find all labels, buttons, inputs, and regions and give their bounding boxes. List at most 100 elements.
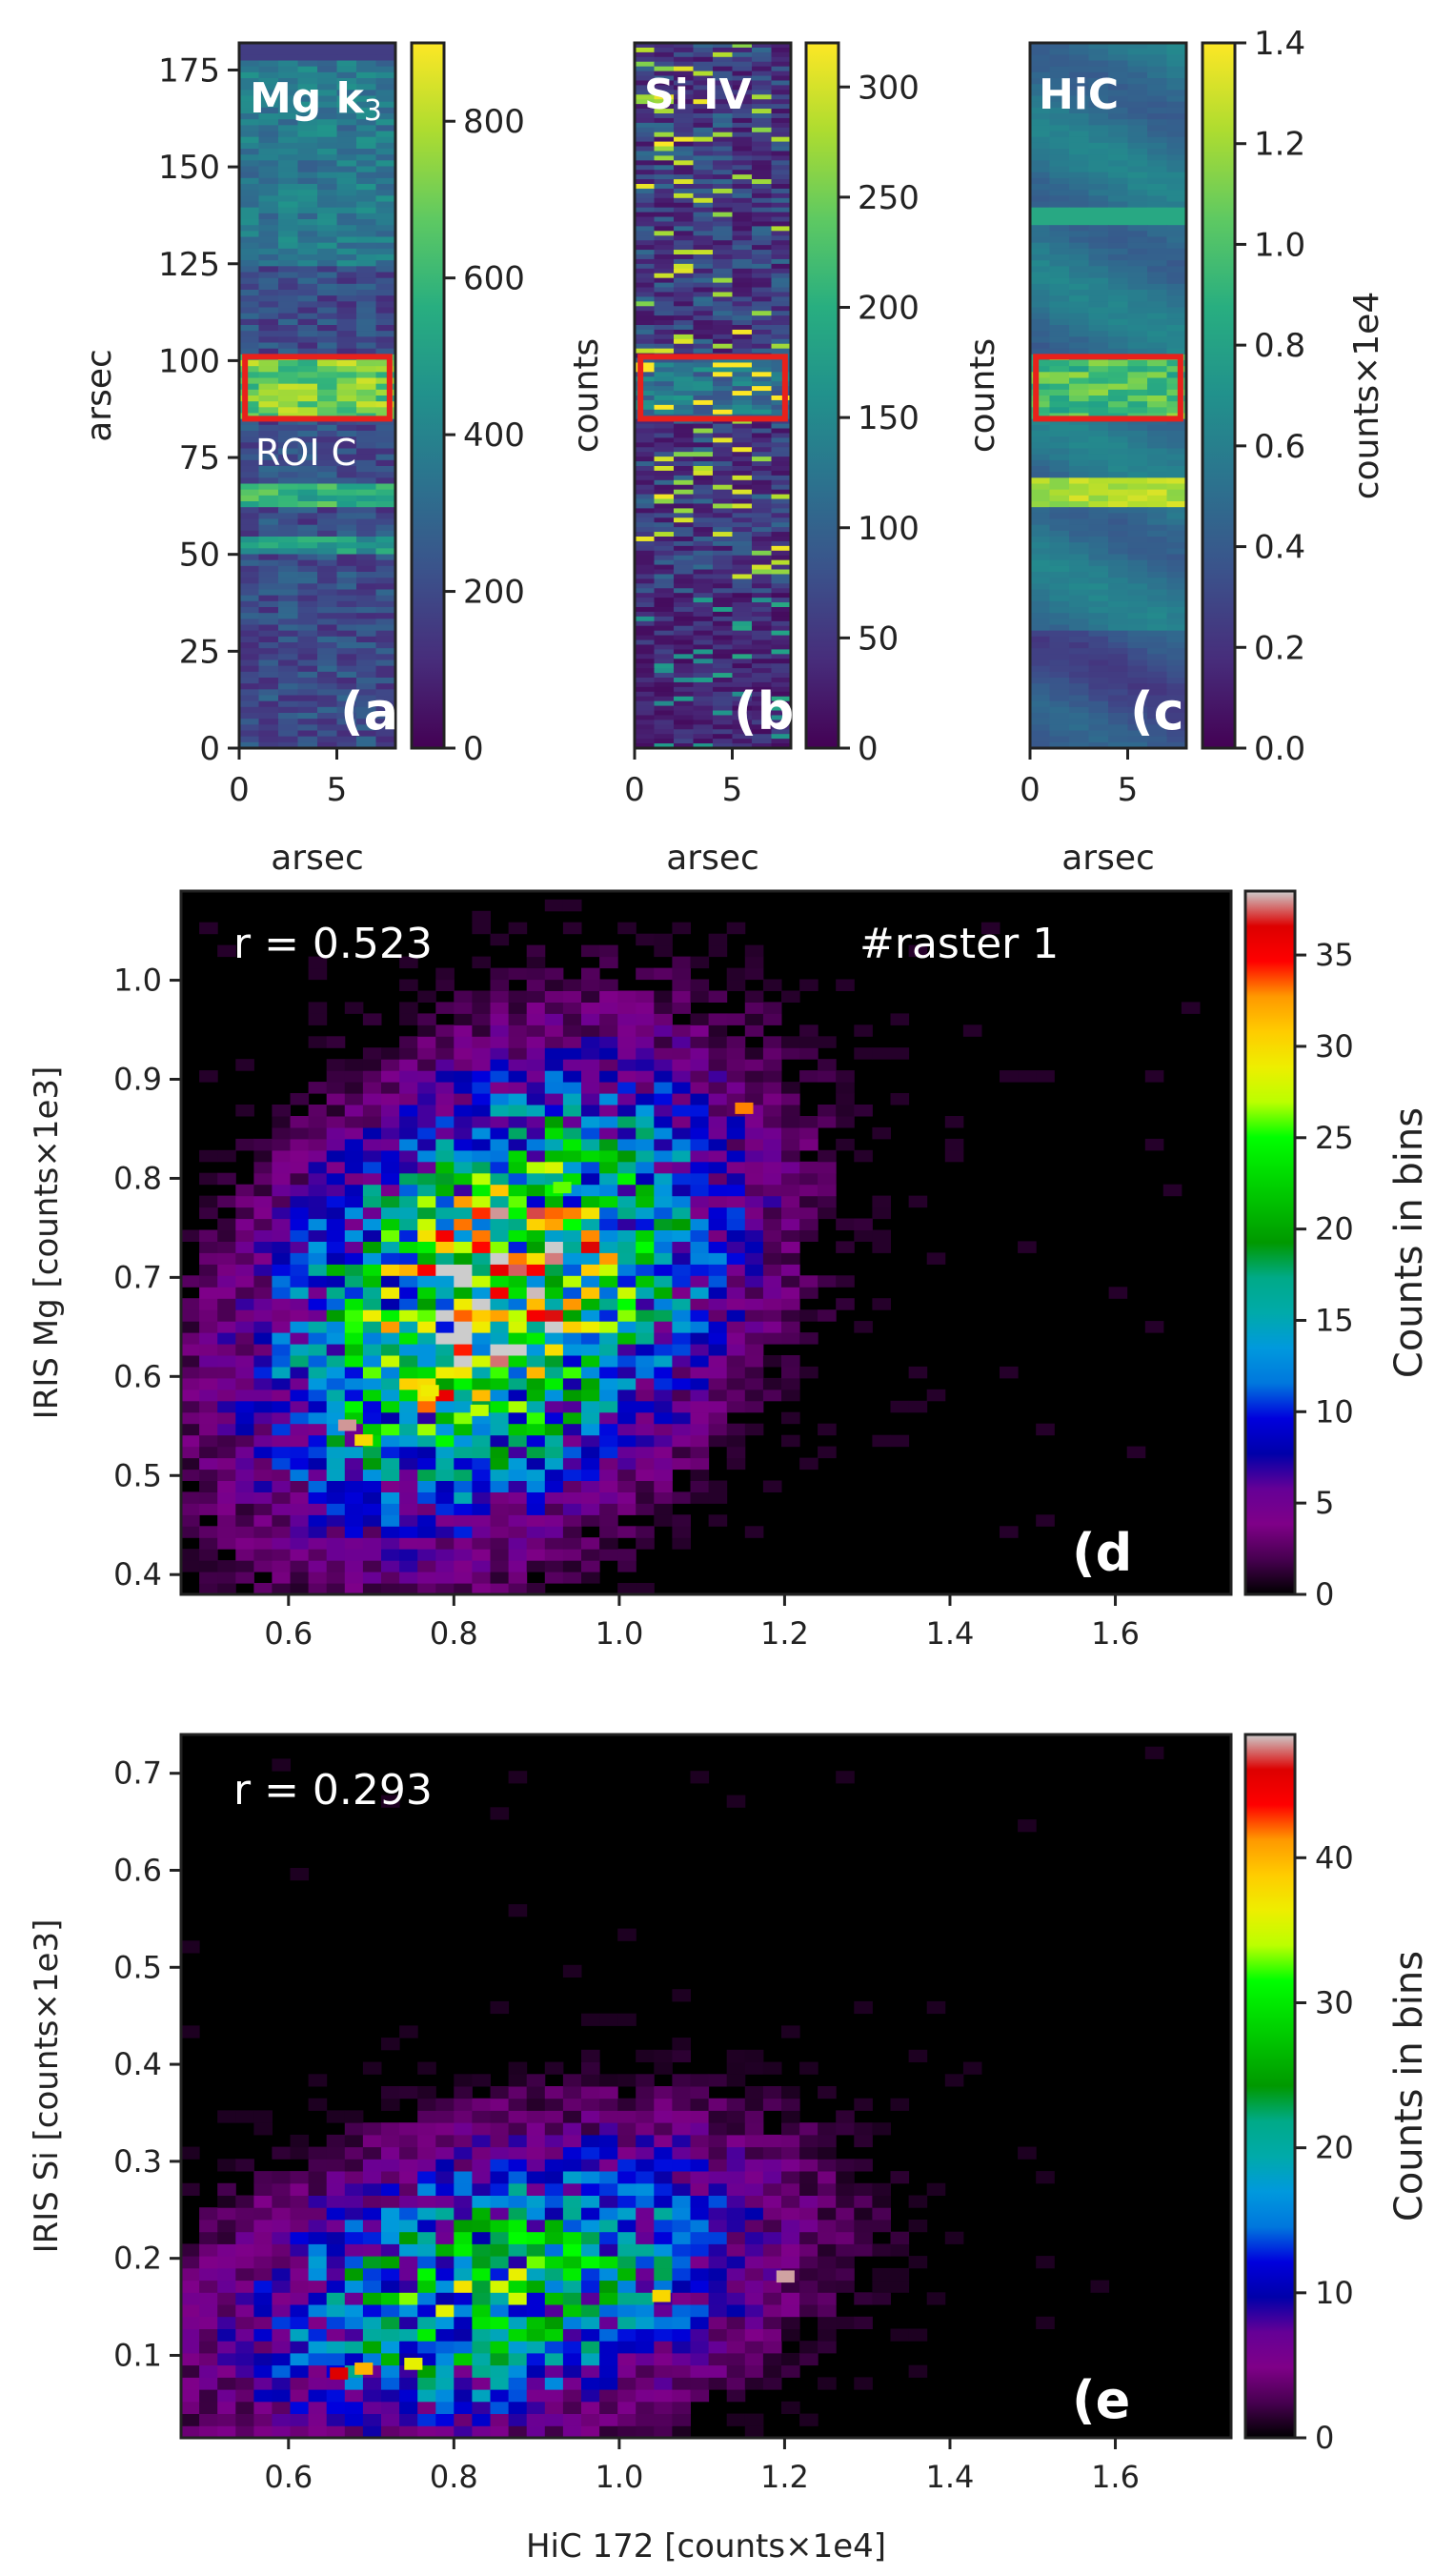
image-pixel — [654, 132, 675, 138]
image-pixel — [1147, 659, 1168, 667]
histogram-bin — [308, 1503, 328, 1515]
image-pixel — [674, 668, 695, 674]
image-pixel — [239, 524, 260, 532]
histogram-bin — [762, 1070, 782, 1083]
image-pixel — [1030, 331, 1051, 337]
image-pixel — [674, 85, 695, 91]
image-pixel — [1088, 741, 1109, 749]
histogram-bin — [781, 1184, 800, 1197]
image-pixel — [278, 60, 299, 68]
image-pixel — [1108, 507, 1129, 514]
image-pixel — [693, 734, 714, 740]
image-pixel — [1127, 595, 1148, 602]
histogram-bin — [726, 1434, 746, 1448]
histogram-bin — [272, 1572, 291, 1584]
histogram-bin — [744, 1309, 764, 1322]
image-pixel — [297, 418, 318, 426]
image-pixel — [713, 179, 734, 185]
image-pixel — [317, 266, 338, 274]
image-pixel — [693, 545, 714, 552]
image-pixel — [1069, 43, 1090, 50]
image-pixel — [693, 503, 714, 509]
image-pixel — [375, 442, 396, 450]
histogram-bin — [308, 1161, 328, 1174]
tick-label: 150 — [158, 149, 220, 187]
histogram-bin — [472, 2425, 491, 2439]
histogram-bin — [417, 1275, 436, 1288]
image-pixel — [278, 142, 299, 150]
image-pixel — [336, 318, 357, 326]
image-pixel — [336, 683, 357, 690]
histogram-bin — [636, 1036, 655, 1048]
image-pixel — [635, 207, 656, 213]
image-pixel — [297, 719, 318, 725]
image-pixel — [1069, 671, 1090, 679]
image-pixel — [771, 75, 792, 82]
image-pixel — [375, 107, 396, 114]
image-pixel — [693, 616, 714, 622]
histogram-bin — [435, 1309, 455, 1322]
image-pixel — [752, 226, 773, 232]
image-pixel — [297, 43, 318, 50]
image-pixel — [336, 578, 357, 584]
image-pixel — [297, 396, 318, 402]
image-pixel — [1166, 424, 1187, 432]
image-pixel — [1069, 131, 1090, 138]
image-pixel — [1049, 301, 1070, 309]
image-pixel — [654, 489, 675, 496]
image-pixel — [317, 325, 338, 332]
image-pixel — [732, 540, 753, 547]
image-pixel — [713, 94, 734, 100]
image-pixel — [1127, 260, 1148, 267]
histogram-bin — [326, 1560, 346, 1572]
image-pixel — [356, 242, 377, 250]
image-pixel — [771, 452, 792, 457]
image-pixel — [297, 459, 318, 467]
image-pixel — [752, 550, 773, 557]
image-pixel — [1088, 600, 1109, 608]
image-pixel — [1049, 389, 1070, 396]
image-pixel — [317, 318, 338, 326]
image-pixel — [336, 177, 357, 185]
image-pixel — [1030, 736, 1051, 743]
image-pixel — [674, 593, 695, 598]
image-pixel — [1147, 678, 1168, 684]
histogram-bin — [744, 990, 764, 1003]
image-pixel — [356, 154, 377, 161]
image-pixel — [771, 545, 792, 552]
image-pixel — [654, 649, 675, 655]
histogram-bin — [654, 1309, 673, 1322]
image-pixel — [1088, 407, 1109, 415]
image-pixel — [635, 569, 656, 576]
image-pixel — [239, 572, 260, 578]
image-pixel — [635, 607, 656, 613]
image-pixel — [1108, 142, 1129, 150]
histogram-bin — [326, 1434, 346, 1448]
image-pixel — [752, 611, 773, 618]
image-pixel — [1108, 125, 1129, 132]
image-pixel — [654, 598, 675, 603]
image-pixel — [732, 315, 753, 321]
image-pixel — [1088, 466, 1109, 473]
image-pixel — [356, 436, 377, 443]
histogram-bin — [744, 1024, 764, 1037]
histogram-bin — [381, 1264, 400, 1276]
image-pixel — [732, 216, 753, 223]
histogram-bin — [599, 1275, 618, 1288]
histogram-bin — [617, 1195, 637, 1208]
histogram-bin — [490, 1105, 510, 1117]
histogram-bin — [344, 1344, 364, 1356]
tick-label: 0.0 — [1254, 730, 1305, 768]
image-pixel — [654, 56, 675, 63]
image-pixel — [1127, 177, 1148, 185]
image-pixel — [732, 170, 753, 175]
image-pixel — [771, 630, 792, 637]
image-pixel — [654, 109, 675, 114]
histogram-bin — [253, 1446, 273, 1459]
image-pixel — [239, 184, 260, 191]
image-pixel — [1108, 466, 1129, 473]
histogram-bin — [253, 1184, 273, 1197]
image-pixel — [674, 607, 695, 613]
image-pixel — [1049, 49, 1070, 55]
